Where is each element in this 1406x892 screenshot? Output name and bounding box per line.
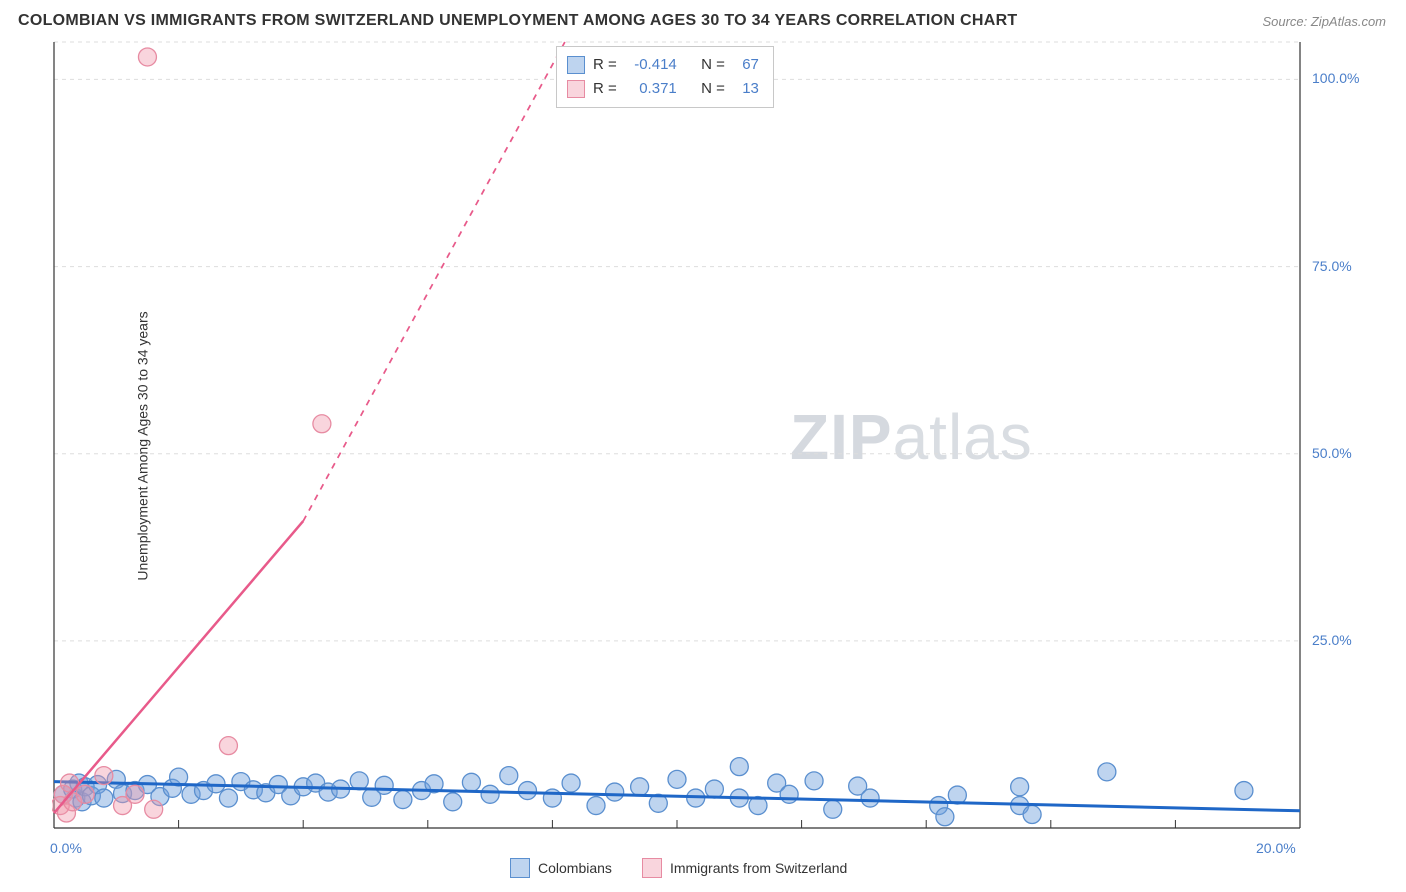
legend-swatch-pink — [642, 858, 662, 878]
chart-title: COLOMBIAN VS IMMIGRANTS FROM SWITZERLAND… — [18, 12, 1018, 30]
y-tick-label: 50.0% — [1312, 445, 1352, 461]
stats-row-1: R = -0.414 N = 67 — [567, 53, 759, 77]
stats-n-label: N = — [701, 53, 725, 77]
chart-svg — [52, 40, 1302, 830]
legend-label: Colombians — [538, 860, 612, 876]
legend-swatch-blue — [510, 858, 530, 878]
stats-r-value: -0.414 — [625, 53, 677, 77]
legend-item-swiss: Immigrants from Switzerland — [642, 858, 847, 878]
legend-item-colombians: Colombians — [510, 858, 612, 878]
x-tick-label: 0.0% — [50, 840, 82, 856]
source-attribution: Source: ZipAtlas.com — [1262, 14, 1386, 29]
stats-swatch-blue — [567, 56, 585, 74]
bottom-legend: Colombians Immigrants from Switzerland — [510, 858, 847, 878]
x-tick-label: 20.0% — [1256, 840, 1296, 856]
y-tick-label: 25.0% — [1312, 632, 1352, 648]
stats-swatch-pink — [567, 80, 585, 98]
plot-area — [52, 40, 1302, 830]
legend-label: Immigrants from Switzerland — [670, 860, 847, 876]
y-tick-label: 75.0% — [1312, 258, 1352, 274]
y-tick-label: 100.0% — [1312, 70, 1359, 86]
stats-r-label: R = — [593, 77, 617, 101]
stats-row-2: R = 0.371 N = 13 — [567, 77, 759, 101]
stats-n-value: 13 — [733, 77, 759, 101]
stats-box: R = -0.414 N = 67 R = 0.371 N = 13 — [556, 46, 774, 108]
stats-r-value: 0.371 — [625, 77, 677, 101]
stats-n-label: N = — [701, 77, 725, 101]
stats-r-label: R = — [593, 53, 617, 77]
stats-n-value: 67 — [733, 53, 759, 77]
